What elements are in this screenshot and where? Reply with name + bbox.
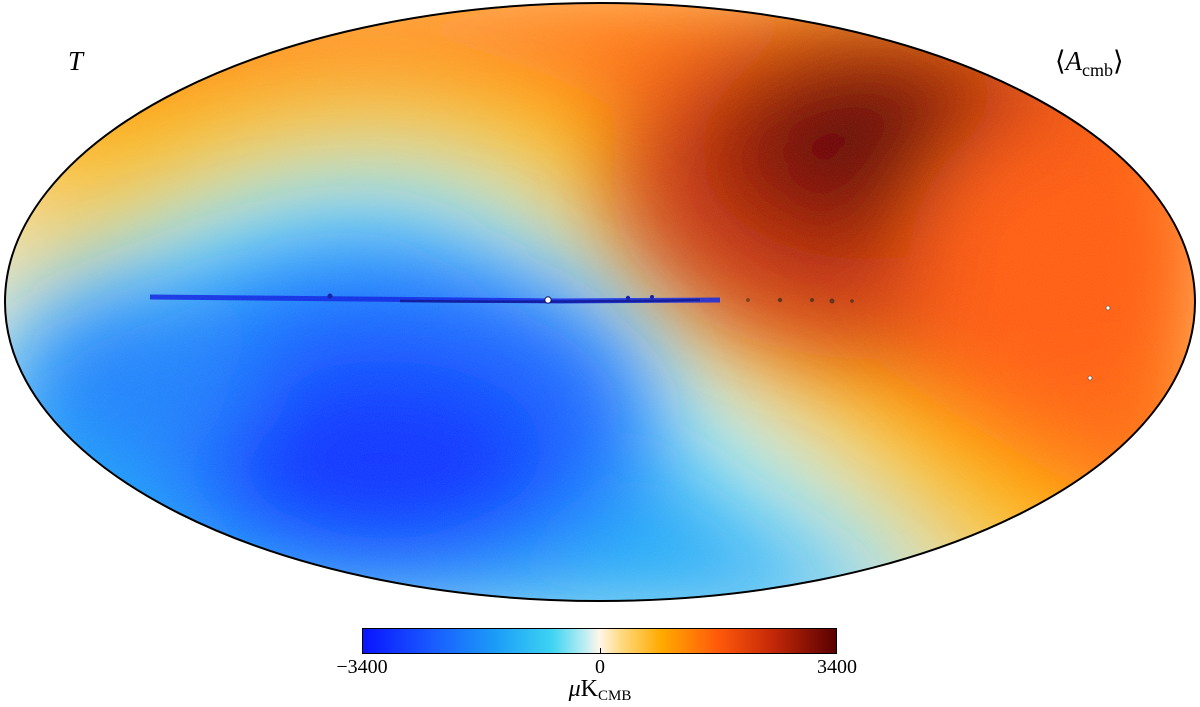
colorbar-mid-tick	[600, 648, 601, 654]
unit-micro: μ	[568, 676, 581, 702]
component-label: ⟨Acmb⟩	[1055, 46, 1124, 80]
colorbar-min-label: −3400	[336, 656, 388, 678]
unit-kelvin: K	[580, 676, 599, 702]
colorbar-mid-label: 0	[595, 656, 605, 678]
bracket-open: ⟨	[1055, 46, 1066, 76]
colorbar-unit-label: μKCMB	[569, 677, 632, 704]
stokes-t-label: T	[68, 46, 84, 76]
bracket-close: ⟩	[1113, 46, 1124, 76]
unit-subscript: CMB	[598, 688, 632, 704]
component-subscript: cmb	[1082, 60, 1114, 80]
component-symbol: A	[1065, 46, 1083, 76]
colorbar	[362, 628, 837, 654]
colorbar-max-label: 3400	[817, 656, 857, 678]
sky-map	[4, 2, 1196, 602]
